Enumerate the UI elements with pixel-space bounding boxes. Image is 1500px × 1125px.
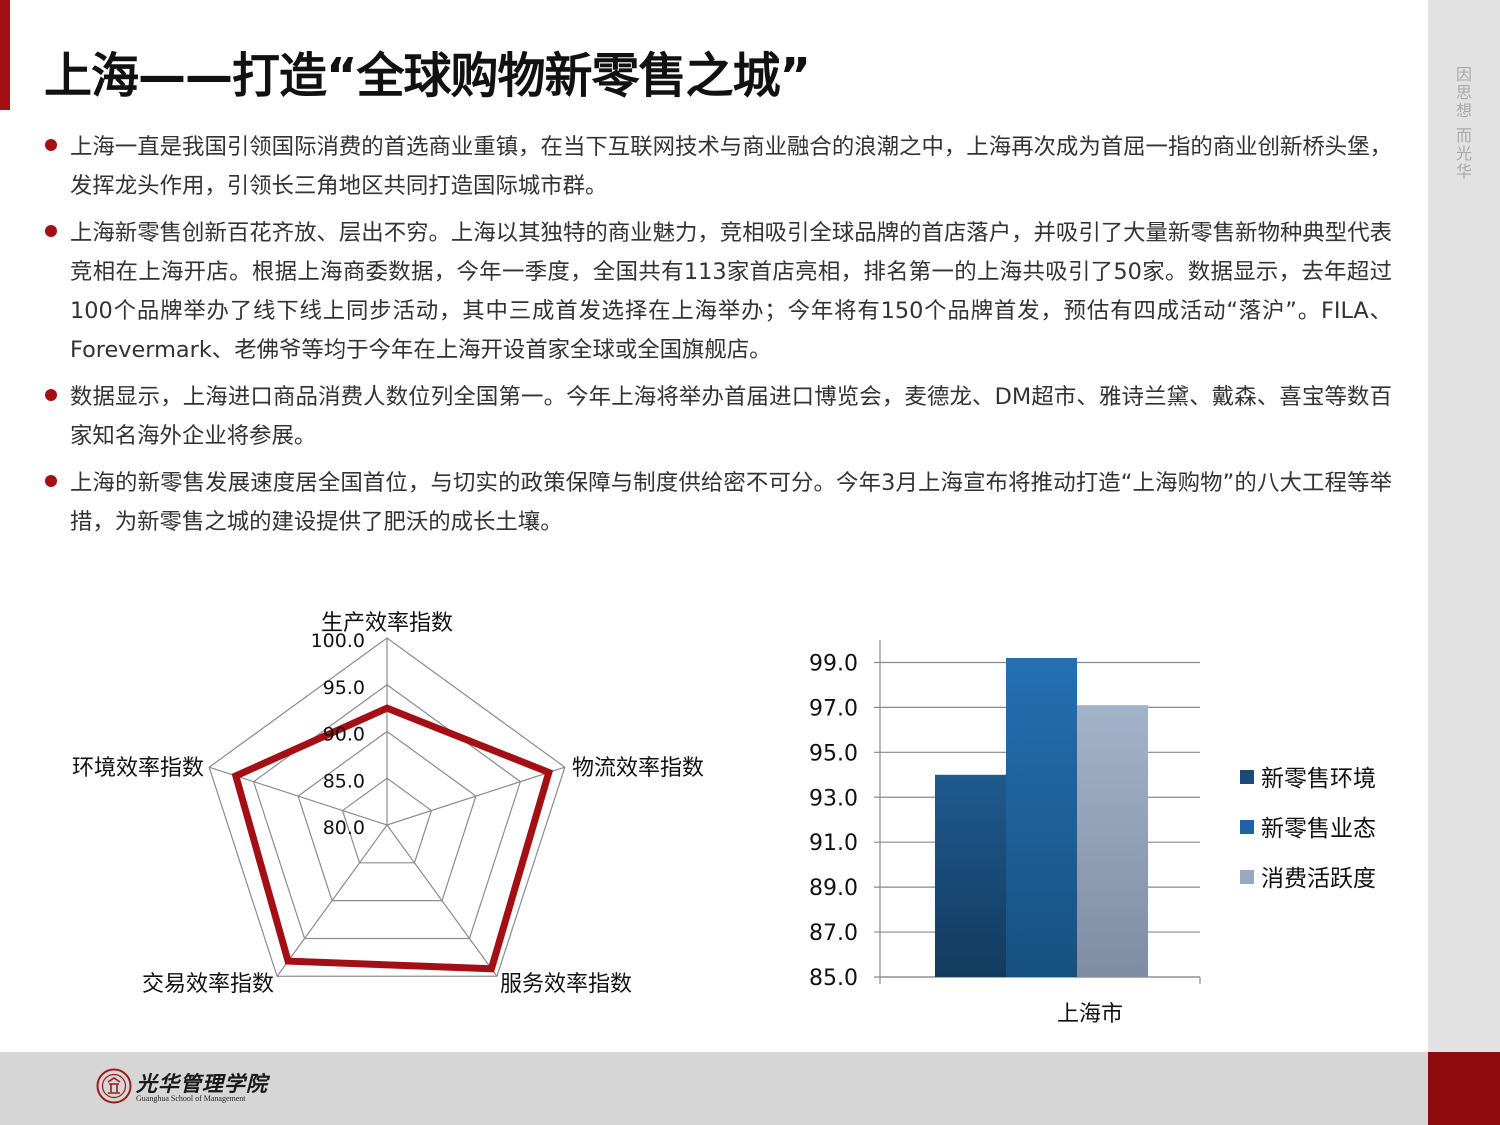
radar-spoke [386, 824, 498, 977]
school-logo: 光华管理学院 Guanghua School of Management [96, 1066, 296, 1110]
bar-y-tick-label: 95.0 [809, 741, 858, 766]
bullet-item: 数据显示，上海进口商品消费人数位列全国第一。今年上海将举办首届进口博览会，麦德龙… [44, 378, 1392, 456]
radar-grid-ring [252, 684, 522, 940]
footer-bar [0, 1052, 1428, 1125]
bar-y-tick-label: 93.0 [809, 786, 858, 811]
bullet-dot-icon [45, 389, 57, 401]
bar-y-tick-label: 89.0 [809, 876, 858, 901]
bullet-text: 上海新零售创新百花齐放、层出不穷。上海以其独特的商业魅力，竞相吸引全球品牌的首店… [70, 220, 1392, 363]
radar-tick-label: 80.0 [323, 817, 365, 839]
logo-name-en: Guanghua School of Management [136, 1094, 246, 1103]
radar-grid-ring [208, 637, 566, 977]
radar-tick-label: 90.0 [323, 724, 365, 746]
bullet-text: 上海的新零售发展速度居全国首位，与切实的政策保障与制度供给密不可分。今年3月上海… [70, 470, 1392, 535]
bar-3 [1077, 705, 1148, 977]
bullet-text: 上海一直是我国引领国际消费的首选商业重镇，在当下互联网技术与商业融合的浪潮之中，… [70, 134, 1392, 199]
radar-category-label: 交易效率指数 [142, 972, 274, 997]
radar-category-label: 服务效率指数 [500, 972, 632, 997]
radar-tick-label: 85.0 [323, 770, 365, 792]
radar-category-label: 生产效率指数 [321, 611, 453, 636]
bullet-dot-icon [45, 475, 57, 487]
radar-spoke [386, 766, 566, 826]
bar-y-tick-label: 99.0 [809, 651, 858, 676]
page-title: 上海——打造“全球购物新零售之城” [44, 48, 811, 104]
title-accent-bar [0, 0, 10, 110]
radar-tick-label: 95.0 [323, 677, 365, 699]
bar-1 [935, 774, 1006, 977]
radar-category-label: 物流效率指数 [572, 756, 704, 781]
bullet-item: 上海一直是我国引领国际消费的首选商业重镇，在当下互联网技术与商业融合的浪潮之中，… [44, 128, 1392, 206]
side-slogan: 因思想 而光华 [1453, 66, 1472, 182]
bullet-list: 上海一直是我国引领国际消费的首选商业重镇，在当下互联网技术与商业融合的浪潮之中，… [44, 128, 1392, 550]
bullet-dot-icon [45, 139, 57, 151]
legend-label: 新零售环境 [1261, 766, 1376, 792]
bullet-item: 上海的新零售发展速度居全国首位，与切实的政策保障与制度供给密不可分。今年3月上海… [44, 464, 1392, 542]
legend-swatch [1240, 820, 1254, 834]
bar-category-label: 上海市 [1057, 1002, 1123, 1027]
radar-grid-ring [297, 730, 477, 902]
bullet-text: 数据显示，上海进口商品消费人数位列全国第一。今年上海将举办首届进口博览会，麦德龙… [70, 384, 1392, 449]
bar-y-tick-label: 85.0 [809, 966, 858, 991]
legend-swatch [1240, 770, 1254, 784]
bar-chart: 85.0 87.0 89.0 91.0 93.0 95.0 97.0 99.0 上海市 新零售环境… [809, 640, 1376, 1027]
bar-y-tick-label: 87.0 [809, 921, 858, 946]
radar-series-line [231, 704, 554, 973]
bar-2 [1006, 657, 1077, 977]
radar-spoke [276, 824, 388, 977]
school-seal-icon [96, 1068, 132, 1104]
bar-y-tick-label: 91.0 [809, 831, 858, 856]
logo-name-cn: 光华管理学院 [136, 1071, 268, 1096]
bullet-item: 上海新零售创新百花齐放、层出不穷。上海以其独特的商业魅力，竞相吸引全球品牌的首店… [44, 214, 1392, 370]
footer-accent [1428, 1052, 1500, 1125]
radar-grid-ring [341, 777, 433, 864]
bullet-dot-icon [45, 225, 57, 237]
bar-y-tick-label: 97.0 [809, 696, 858, 721]
side-strip [1428, 0, 1500, 1052]
legend-label: 消费活跃度 [1261, 866, 1376, 892]
legend-swatch [1240, 870, 1254, 884]
radar-tick-label: 100.0 [311, 630, 365, 652]
radar-category-label: 环境效率指数 [72, 756, 204, 781]
legend-label: 新零售业态 [1261, 816, 1376, 842]
